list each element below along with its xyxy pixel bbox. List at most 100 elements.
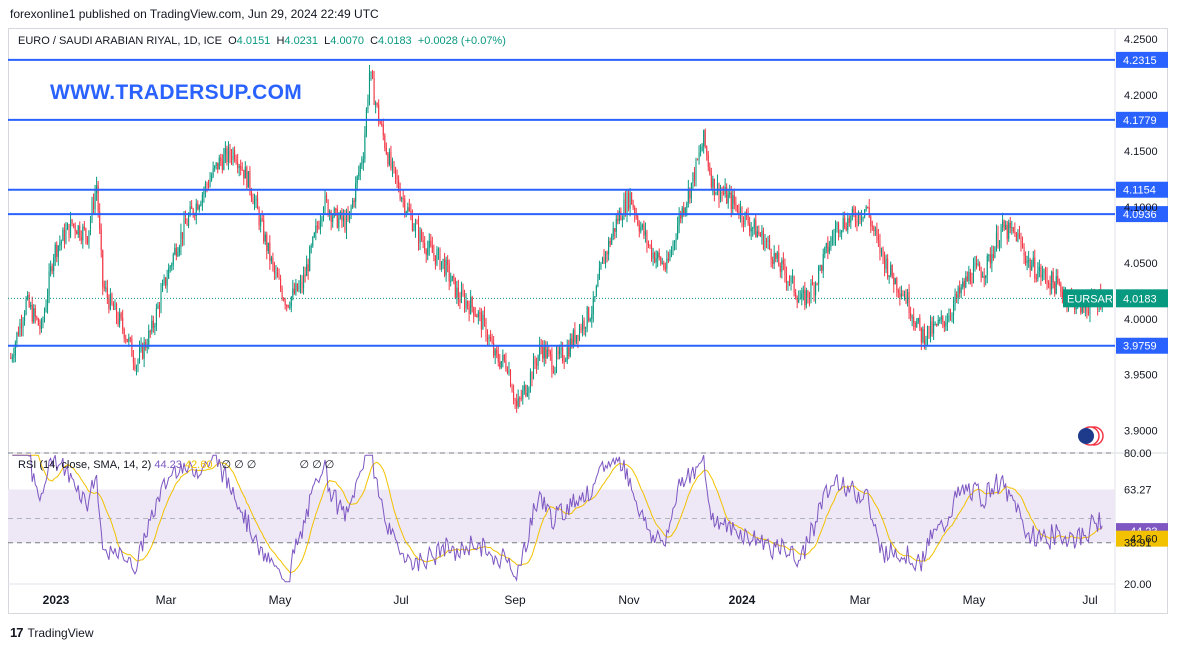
candle-body <box>272 257 274 265</box>
candle-body <box>598 268 600 280</box>
candle-body <box>700 151 702 153</box>
candle-body <box>1051 271 1053 290</box>
candle-body <box>952 303 955 315</box>
horizontal-levels[interactable]: 4.2315 4.1779 4.1154 4.0936 3.9759 EURSAR 4.01… <box>8 51 1168 446</box>
candle-body <box>342 216 344 221</box>
candle-body <box>821 265 823 271</box>
candle-body <box>270 257 272 262</box>
low-value: 4.0070 <box>330 35 364 47</box>
change-value: +0.0028 (+0.07%) <box>417 35 506 47</box>
candle-body <box>815 283 817 296</box>
candle-body <box>485 320 487 338</box>
candle-body <box>669 253 671 261</box>
candle-body <box>100 229 102 251</box>
candle-body <box>884 255 886 270</box>
candle-body <box>772 259 774 264</box>
candle-body <box>966 276 968 281</box>
candle-body <box>333 208 335 217</box>
candle-body <box>106 287 108 298</box>
candle-body <box>1040 266 1042 278</box>
candle-body <box>290 296 292 307</box>
candle-body <box>1015 232 1017 242</box>
candle-body <box>629 192 631 209</box>
brand-name: TradingView <box>27 625 94 640</box>
candle-body <box>900 293 902 297</box>
candle-body <box>931 321 933 334</box>
candle-body <box>871 225 873 227</box>
candle-body <box>1034 257 1036 279</box>
candle-body <box>154 326 156 328</box>
candle-body <box>250 190 252 198</box>
candle-body <box>299 281 302 286</box>
candle-body <box>1026 260 1028 264</box>
candle-body <box>930 321 932 337</box>
candle-body <box>218 157 220 170</box>
close-label: C <box>370 35 379 47</box>
rsi-toggle-icons-2[interactable]: ∅ ∅ ∅ <box>299 459 335 471</box>
eu-flag-icon[interactable] <box>1078 428 1094 444</box>
candle-body <box>385 147 387 154</box>
candle-body <box>404 198 406 213</box>
candle-body <box>73 223 75 226</box>
candle-body <box>851 208 853 216</box>
candle-body <box>762 230 764 249</box>
candle-body <box>675 238 677 242</box>
candle-body <box>174 247 176 255</box>
candle-body <box>206 183 208 186</box>
candle-body <box>381 124 383 126</box>
candle-body <box>324 195 326 210</box>
candle-body <box>816 283 818 285</box>
candle-body <box>43 311 46 321</box>
candle-body <box>914 322 916 328</box>
candle-body <box>802 290 804 294</box>
candle-body <box>398 179 400 191</box>
candle-body <box>555 350 558 368</box>
candle-body <box>732 195 734 209</box>
candle-body <box>916 321 918 328</box>
candle-body <box>502 354 504 362</box>
candle-body <box>566 347 568 361</box>
candle-body <box>943 321 945 327</box>
candle-body <box>761 230 763 237</box>
candle-body <box>621 219 623 221</box>
candle-body <box>528 388 530 393</box>
level-tag <box>1116 111 1168 128</box>
candle-body <box>313 233 315 237</box>
candle-body <box>137 360 139 367</box>
candle-body <box>706 146 708 155</box>
candle-body <box>928 326 930 337</box>
candle-body <box>813 284 815 296</box>
candle-body <box>779 266 781 272</box>
candle-body <box>887 258 889 278</box>
candle-body <box>148 330 150 347</box>
rsi-toggle-icons[interactable]: ∅ ∅ ∅ <box>221 459 257 471</box>
candle-body <box>93 201 95 209</box>
candle-body <box>453 275 455 278</box>
candle-body <box>905 295 907 304</box>
candle-body <box>319 221 321 229</box>
candle-body <box>283 298 285 301</box>
candle-body <box>1012 227 1014 232</box>
chart-svg[interactable]: 4.2315 4.1779 4.1154 4.0936 3.9759 EURSAR 4.01… <box>8 28 1168 614</box>
candle-body <box>431 245 433 253</box>
candle-body <box>677 225 679 239</box>
price-tick-label: 4.2000 <box>1124 90 1158 102</box>
candle-body <box>471 297 473 308</box>
time-tick-label: Sep <box>504 593 526 607</box>
candle-body <box>474 315 476 317</box>
candle-body <box>939 319 941 321</box>
candle-body <box>874 229 876 231</box>
candle-body <box>33 308 35 322</box>
candle-body <box>298 285 300 291</box>
candle-body <box>975 263 978 265</box>
candle-body <box>347 214 349 221</box>
candle-body <box>830 238 832 247</box>
candle-body <box>488 336 490 340</box>
candle-body <box>459 299 461 303</box>
candle-body <box>39 325 41 329</box>
candle-body <box>1084 307 1086 309</box>
level-tag-label: 4.1154 <box>1123 185 1156 197</box>
candle-body <box>1009 222 1011 229</box>
candle-body <box>568 347 570 357</box>
candle-body <box>1046 275 1048 284</box>
